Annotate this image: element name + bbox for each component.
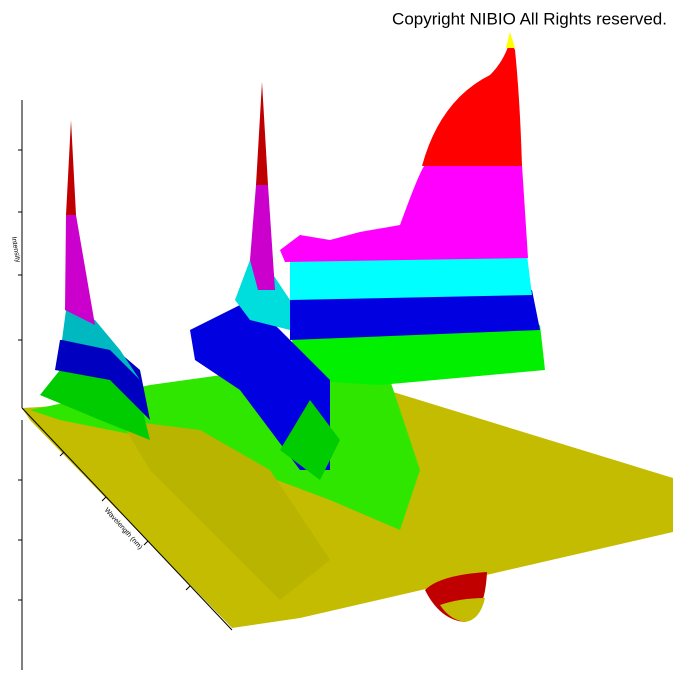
mid-red (256, 82, 268, 185)
mid-green (280, 400, 340, 480)
ridge-magenta (280, 165, 528, 262)
bottom-olive (440, 598, 485, 622)
left-red (66, 120, 76, 215)
vertical-axis-label: Intensity (10, 236, 22, 263)
left-cyan (62, 310, 140, 380)
ridge-top (506, 32, 515, 48)
ridge-cyan (290, 255, 532, 300)
copyright: Copyright NIBIO All Rights reserved. (392, 9, 667, 28)
ridge-red (422, 40, 522, 166)
ridge-blue (290, 290, 540, 340)
ridge-green (290, 325, 545, 385)
depth-axis (21, 407, 233, 631)
left-magenta (65, 215, 95, 325)
mid-magenta (250, 185, 275, 290)
mid-cyan (235, 260, 290, 330)
ticks (18, 149, 191, 601)
floor-ridge (120, 420, 330, 600)
